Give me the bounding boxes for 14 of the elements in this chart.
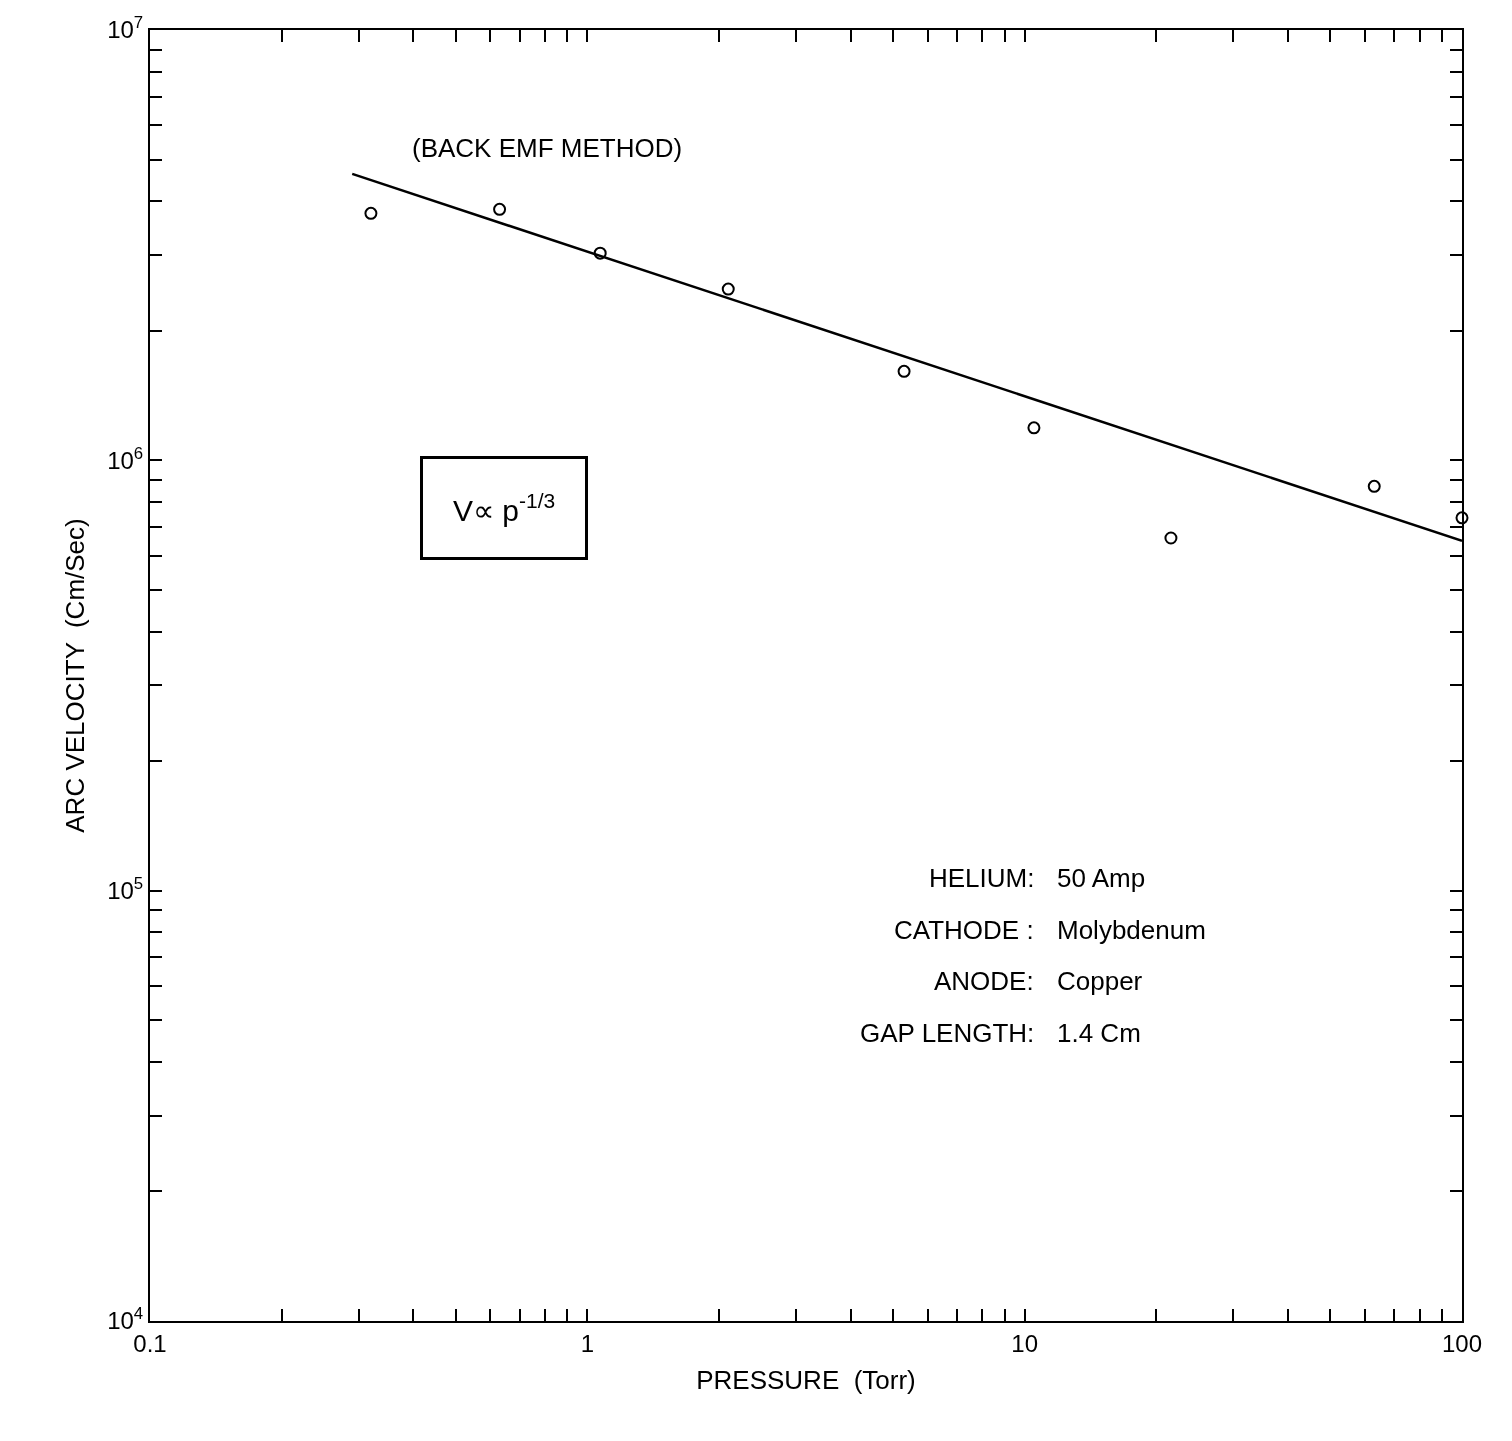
y-tick-label: 10$^{5}$	[107, 873, 144, 905]
x-axis-title: PRESSURE (Torr)	[696, 1365, 916, 1395]
x-tick-label: 100	[1441, 1329, 1483, 1357]
y-axis-title: ARC VELOCITY (Cm/Sec)	[60, 518, 91, 833]
x-tick-label: 1	[580, 1329, 595, 1357]
x-tick-label: 10	[1011, 1329, 1039, 1357]
annotation: CATHODE : Molybdenum	[894, 915, 1206, 945]
annotation: V∝ p$^{-1/3}$	[453, 489, 556, 527]
annotation: ANODE: Copper	[934, 966, 1143, 996]
y-tick-label: 10$^{7}$	[107, 13, 144, 44]
annotation: HELIUM: 50 Amp	[929, 863, 1146, 893]
annotation: GAP LENGTH: 1.4 Cm	[860, 1018, 1141, 1048]
annotation: (BACK EMF METHOD)	[412, 133, 683, 163]
y-tick-label: 10$^{6}$	[107, 443, 144, 474]
